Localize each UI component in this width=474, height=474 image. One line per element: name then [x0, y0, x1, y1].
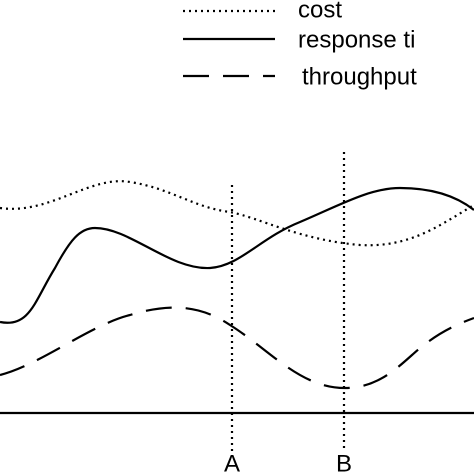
throughput-curve: [0, 306, 474, 390]
response-curve: [0, 186, 474, 324]
cost-curve: [0, 180, 474, 247]
marker-label: B: [336, 450, 352, 474]
marker-label: A: [224, 450, 240, 474]
legend-label: response ti: [298, 26, 415, 53]
legend-label: throughput: [302, 63, 417, 90]
legend-label: cost: [298, 0, 342, 23]
